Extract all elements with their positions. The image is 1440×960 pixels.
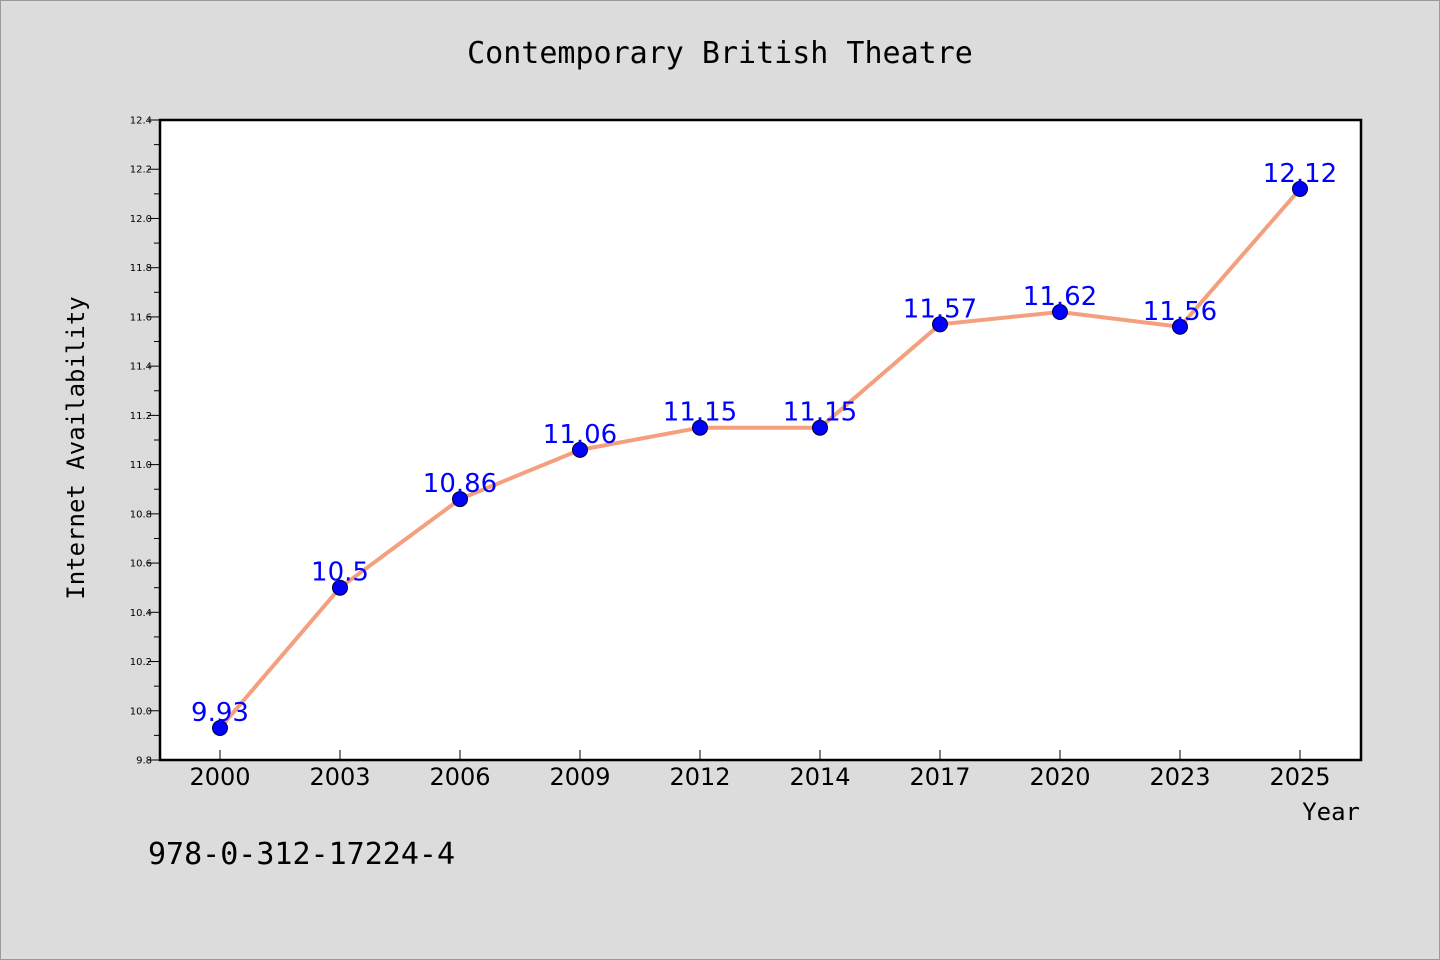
y-tick-label: 9.8 xyxy=(136,756,152,767)
x-axis-title: Year xyxy=(1302,798,1360,826)
data-point xyxy=(812,419,828,436)
y-tick-label: 11.2 xyxy=(130,411,152,422)
series-markers xyxy=(212,180,1308,736)
data-label: 11.57 xyxy=(903,294,977,324)
y-tick-label: 12.2 xyxy=(130,165,152,176)
data-point xyxy=(212,720,228,736)
x-axis: 2000 2003 2006 2009 2012 2014 2017 2020 2023 2025 xyxy=(189,750,1331,791)
y-axis: 9.8 10.0 10.2 10.4 10.6 10.8 11.0 11.2 11.4 11.6 1… xyxy=(130,116,160,767)
data-point xyxy=(692,419,708,436)
data-label: 10.5 xyxy=(311,558,369,588)
y-tick-label: 11.4 xyxy=(130,362,152,373)
y-tick-label: 11.8 xyxy=(130,263,152,274)
y-tick-label: 12.0 xyxy=(130,214,152,225)
x-tick-label: 2020 xyxy=(1029,763,1090,791)
x-tick-label: 2025 xyxy=(1269,763,1330,791)
data-point xyxy=(1292,180,1308,197)
data-label: 12.12 xyxy=(1263,159,1337,189)
y-axis-title: Internet Availability xyxy=(62,296,90,599)
data-point xyxy=(932,316,948,333)
plot-area xyxy=(158,118,1363,762)
chart-title: Contemporary British Theatre xyxy=(467,36,973,71)
data-point xyxy=(332,579,348,596)
data-point xyxy=(1052,304,1068,320)
data-label: 11.06 xyxy=(543,420,617,450)
y-tick-label: 11.0 xyxy=(130,460,152,471)
data-label: 11.15 xyxy=(663,398,737,428)
series-line xyxy=(218,187,1302,730)
y-tick-label: 12.4 xyxy=(130,116,152,127)
data-point xyxy=(1172,318,1188,335)
y-tick-label: 10.6 xyxy=(130,559,152,570)
y-tick-label: 10.4 xyxy=(130,608,152,619)
data-label: 11.56 xyxy=(1143,297,1217,327)
x-tick-label: 2003 xyxy=(309,763,370,791)
y-tick-label: 10.0 xyxy=(130,706,152,717)
data-label: 10.86 xyxy=(423,469,497,499)
data-point xyxy=(452,491,468,508)
data-label: 11.62 xyxy=(1023,282,1097,312)
data-labels: 9.93 10.5 10.86 11.06 11.15 11.15 11.57 11.62 11… xyxy=(191,159,1337,728)
x-tick-label: 2009 xyxy=(549,763,610,791)
x-tick-label: 2012 xyxy=(669,763,730,791)
data-point xyxy=(572,441,588,458)
x-tick-label: 2017 xyxy=(909,763,970,791)
y-tick-label: 10.2 xyxy=(130,657,152,668)
y-tick-label: 10.8 xyxy=(130,509,152,520)
x-tick-label: 2006 xyxy=(429,763,490,791)
x-tick-label: 2014 xyxy=(789,763,850,791)
x-tick-label: 2023 xyxy=(1149,763,1210,791)
data-label: 11.15 xyxy=(783,398,857,428)
y-tick-label: 11.6 xyxy=(130,312,152,323)
isbn-annotation: 978-0-312-17224-4 xyxy=(148,837,455,872)
x-tick-label: 2000 xyxy=(189,763,250,791)
data-label: 9.93 xyxy=(191,698,249,728)
